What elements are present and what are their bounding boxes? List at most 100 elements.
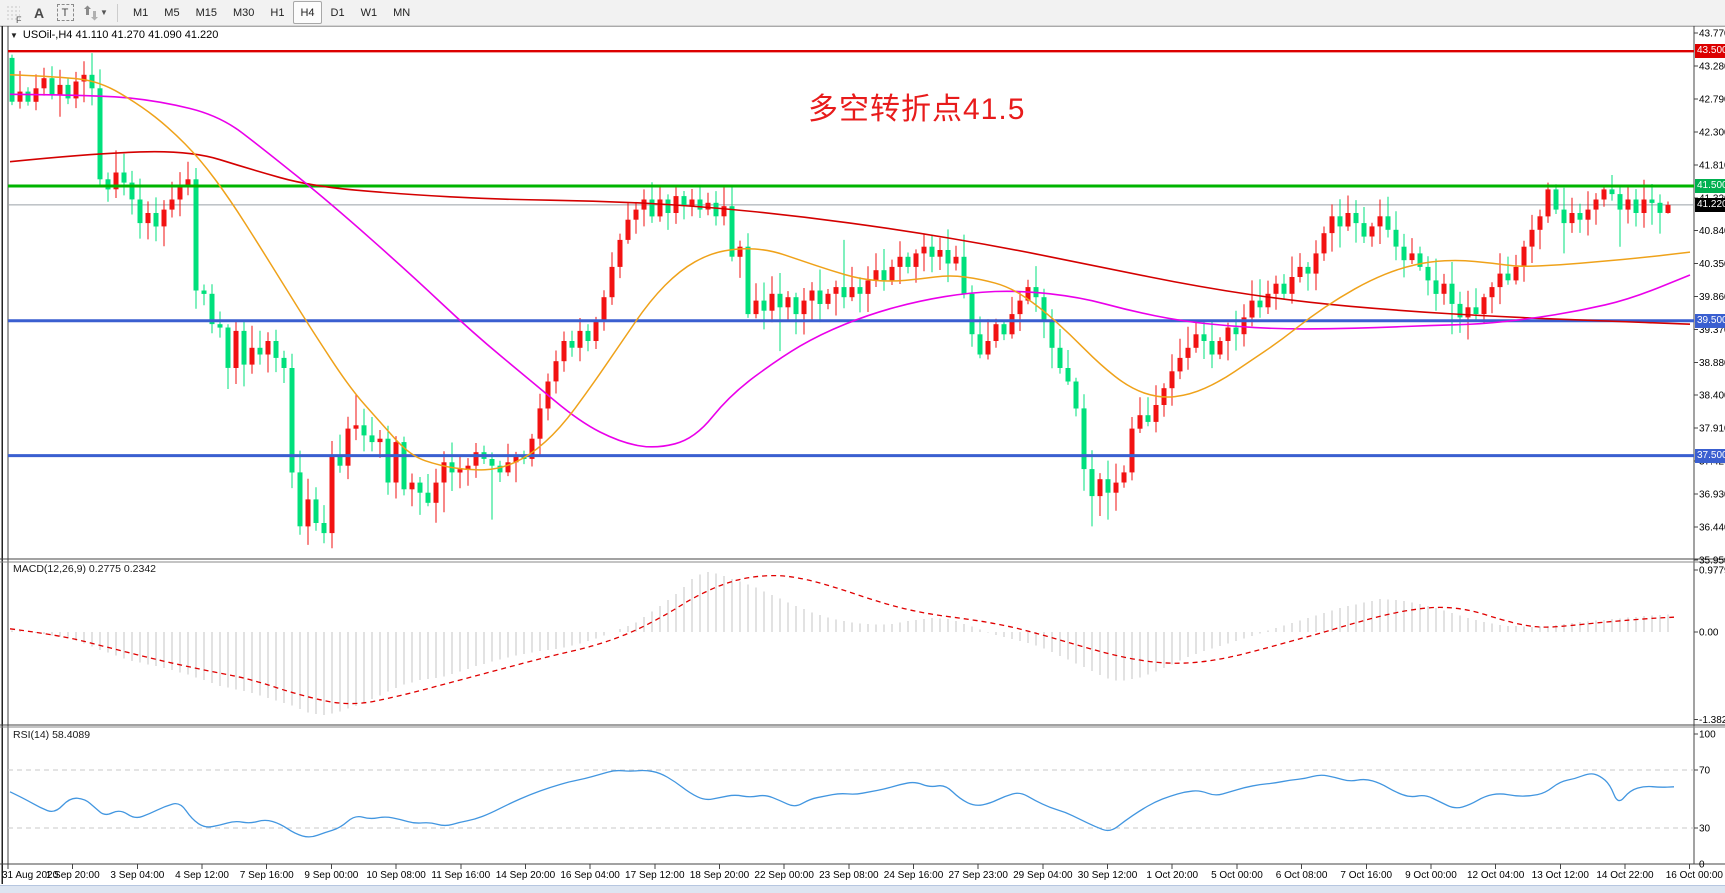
candle — [1345, 195, 1351, 231]
candle — [1489, 282, 1495, 314]
timeframe-button-mn[interactable]: MN — [393, 6, 411, 19]
candle — [265, 332, 271, 373]
candle — [169, 181, 175, 218]
candle — [1113, 463, 1119, 511]
candle — [761, 282, 767, 330]
candle — [321, 505, 327, 544]
candle — [1601, 184, 1607, 207]
candle — [89, 53, 95, 106]
toolbar-separator — [117, 3, 118, 22]
candle — [1665, 201, 1671, 214]
fibonacci-grid-icon: F — [5, 3, 22, 25]
candle — [1225, 322, 1231, 361]
candle — [1329, 204, 1335, 252]
candle — [161, 200, 167, 247]
candle — [1105, 460, 1111, 520]
timeframe-button-m5[interactable]: M5 — [164, 6, 180, 19]
text-label-icon[interactable]: T — [52, 2, 78, 23]
candle — [1513, 254, 1519, 285]
candle — [553, 350, 559, 394]
candle — [385, 425, 391, 495]
text-icon[interactable]: A — [33, 4, 45, 21]
candle — [697, 187, 703, 218]
candle — [897, 241, 903, 284]
candle — [1497, 253, 1503, 305]
candle — [961, 234, 967, 299]
timeframe-button-w1[interactable]: W1 — [360, 6, 378, 19]
collapse-indicator-icon[interactable]: ▼ — [10, 30, 18, 40]
price-axis-tick-label: 43.770 — [1699, 29, 1725, 40]
candle — [1273, 275, 1279, 310]
ma-magenta-line — [9, 93, 1691, 448]
toolbar: F A T ▼ M1 M5 M15 M30 H1 H4 D1 W1 MN — [0, 0, 1725, 26]
candle — [617, 233, 623, 279]
candle — [577, 318, 583, 362]
candle — [441, 451, 447, 513]
arrows-glyph-icon — [84, 5, 98, 20]
candle — [1577, 203, 1583, 233]
candle — [1369, 222, 1375, 247]
candle — [1089, 450, 1095, 527]
macd-histogram — [11, 572, 1669, 715]
candle — [1065, 350, 1071, 385]
price-axis-tick-label: 37.420 — [1699, 456, 1725, 467]
candle — [9, 54, 15, 106]
arrows-dropdown-caret-icon[interactable]: ▼ — [100, 8, 108, 17]
candle — [753, 283, 759, 319]
candle — [625, 203, 631, 244]
candle — [401, 436, 407, 496]
candle — [1401, 233, 1407, 278]
time-axis-label: 31 Aug 2020 — [2, 870, 59, 881]
candle — [1281, 274, 1287, 299]
fibonacci-icon[interactable]: F — [0, 2, 26, 25]
candle — [273, 329, 279, 373]
candle — [1129, 417, 1135, 481]
timeframe-button-d1[interactable]: D1 — [330, 6, 345, 19]
time-axis-label: 14 Oct 22:00 — [1596, 870, 1654, 881]
candle — [313, 487, 319, 531]
candle — [569, 330, 575, 357]
candle — [1321, 226, 1327, 261]
candle — [1153, 385, 1159, 433]
candle — [1145, 397, 1151, 427]
candle — [1553, 184, 1559, 214]
time-axis-label: 17 Sep 12:00 — [625, 870, 685, 881]
arrows-icon[interactable] — [78, 2, 104, 23]
timeframe-button-m1[interactable]: M1 — [133, 6, 149, 19]
timeframe-button-m30[interactable]: M30 — [232, 6, 255, 19]
candle — [1185, 326, 1191, 370]
price-axis-tick-label: 41.320 — [1699, 194, 1725, 205]
candle — [721, 185, 727, 226]
macd-axis-label: -1.382 — [1699, 715, 1725, 726]
candle — [745, 233, 751, 318]
candle — [665, 194, 671, 230]
candle — [1217, 337, 1223, 360]
time-axis-label: 3 Sep 04:00 — [110, 870, 164, 881]
candle — [793, 292, 799, 335]
timeframe-button-h1[interactable]: H1 — [270, 6, 285, 19]
timeframe-button-h4[interactable]: H4 — [293, 1, 322, 24]
candle — [641, 189, 647, 227]
candle — [1609, 175, 1615, 201]
candle — [1137, 397, 1143, 433]
candle — [1617, 187, 1623, 247]
time-axis-label: 16 Oct 00:00 — [1666, 870, 1724, 881]
time-axis-label: 16 Sep 04:00 — [560, 870, 620, 881]
candle — [1057, 329, 1063, 374]
candle — [281, 350, 287, 383]
candle — [1001, 320, 1007, 341]
candle — [1409, 238, 1415, 264]
price-axis-tick-label: 37.910 — [1699, 423, 1725, 434]
candle — [65, 78, 71, 105]
candle — [1505, 256, 1511, 285]
candle — [1209, 320, 1215, 369]
candle — [857, 277, 863, 313]
timeframe-button-m15[interactable]: M15 — [195, 6, 217, 19]
candle — [465, 458, 471, 486]
candles — [9, 53, 1671, 549]
candle — [1353, 200, 1359, 243]
ma-red-line — [9, 150, 1691, 325]
candle — [953, 245, 959, 271]
candle — [193, 168, 199, 309]
